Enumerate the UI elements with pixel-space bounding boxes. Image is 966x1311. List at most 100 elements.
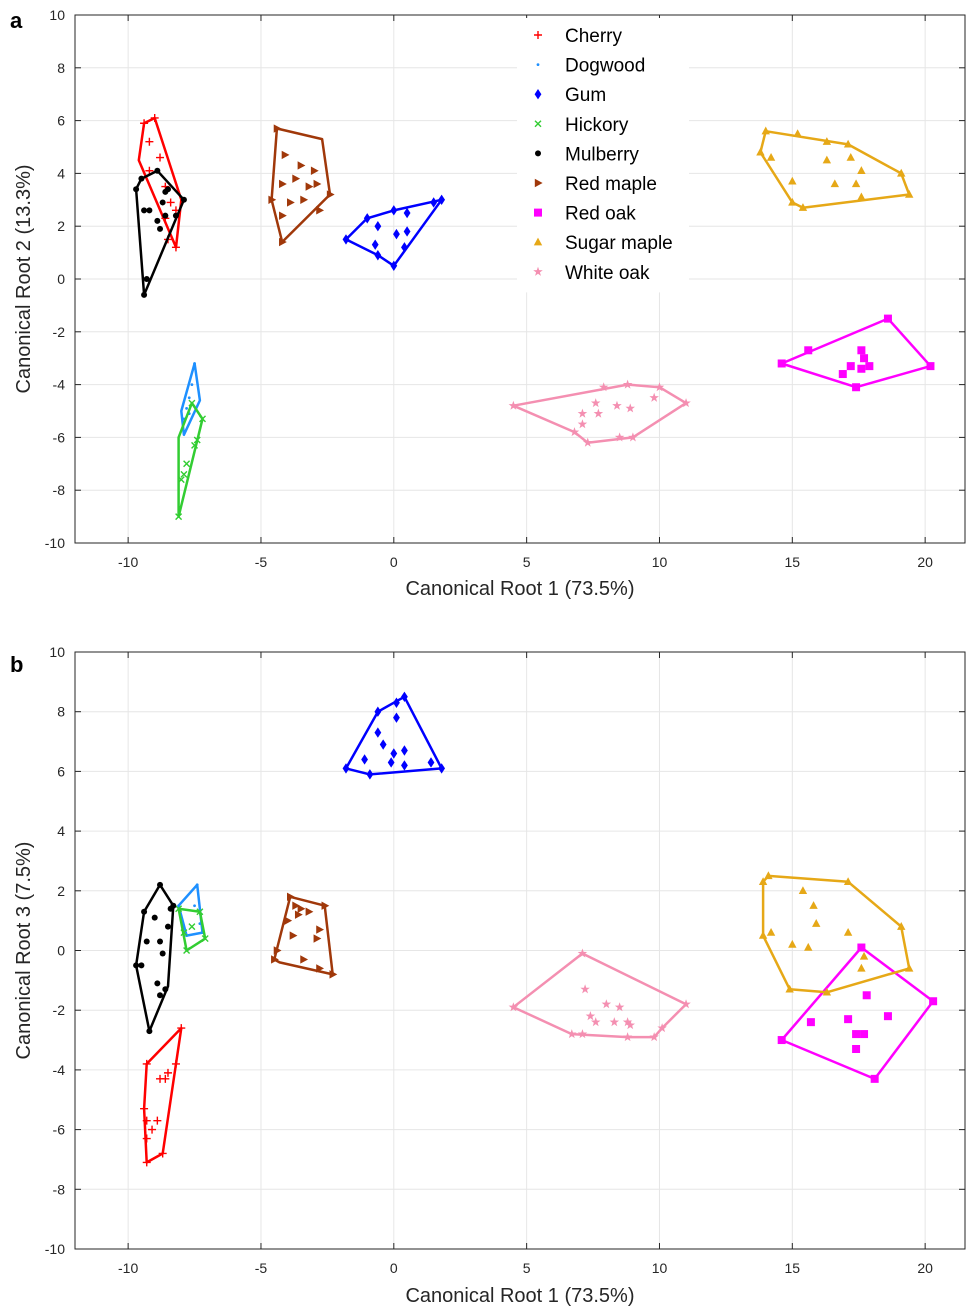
point-hickory <box>183 947 191 954</box>
point-gum <box>342 234 350 245</box>
point-mulberry <box>170 902 177 909</box>
point-mulberry <box>162 986 169 993</box>
point-red-oak <box>862 991 871 1000</box>
y-tick-label: -8 <box>53 482 66 498</box>
point-cherry <box>150 113 159 122</box>
hull-red-maple <box>273 895 334 976</box>
point-mulberry <box>146 1028 153 1035</box>
point-gum <box>366 769 374 780</box>
point-sugar-maple <box>859 951 869 960</box>
legend-marker-red-maple <box>534 178 543 188</box>
series-hickory <box>175 905 209 954</box>
point-gum <box>427 757 435 768</box>
y-tick-label: -8 <box>53 1181 66 1197</box>
legend-label: Gum <box>565 85 606 106</box>
hull-red-maple <box>270 127 332 244</box>
point-red-maple <box>305 182 314 191</box>
series-gum <box>342 691 446 780</box>
point-red-oak <box>926 362 935 371</box>
point-red-maple <box>316 964 325 973</box>
point-red-maple <box>313 934 322 943</box>
point-sugar-maple <box>843 139 853 148</box>
legend-marker-gum <box>534 89 542 100</box>
legend-box <box>517 18 689 293</box>
x-tick-label: 5 <box>523 1260 531 1276</box>
series-mulberry <box>133 167 187 298</box>
y-tick-label: -2 <box>53 1002 66 1018</box>
point-cherry <box>177 1024 186 1033</box>
series-white-oak <box>508 379 691 447</box>
y-tick-label: 8 <box>57 60 65 76</box>
point-white-oak <box>577 948 588 958</box>
y-tick-label: -6 <box>53 429 66 445</box>
point-gum <box>374 727 382 738</box>
x-tick-label: 20 <box>917 554 933 570</box>
point-red-oak <box>883 314 892 323</box>
point-white-oak <box>625 1020 636 1030</box>
x-tick-label: 0 <box>390 1260 398 1276</box>
point-white-oak <box>508 1002 519 1012</box>
point-red-maple <box>316 925 325 934</box>
point-gum <box>393 228 400 240</box>
legend-item-sugar-maple: Sugar maple <box>533 233 673 254</box>
point-red-maple <box>316 206 325 215</box>
point-gum <box>390 748 398 759</box>
point-cherry <box>171 1059 180 1068</box>
point-red-oak <box>860 1030 869 1039</box>
point-dogwood <box>195 883 199 887</box>
y-tick-label: -2 <box>53 324 66 340</box>
point-sugar-maple <box>788 197 797 206</box>
point-gum <box>374 221 382 232</box>
legend-label: Red maple <box>565 174 657 195</box>
point-cherry <box>156 153 165 162</box>
point-sugar-maple <box>804 942 813 951</box>
x-tick-label: -5 <box>255 1260 268 1276</box>
legend-marker-mulberry <box>535 150 541 157</box>
point-cherry <box>140 1104 149 1113</box>
series-cherry <box>140 1024 186 1167</box>
x-tick-label: 10 <box>652 1260 668 1276</box>
point-mulberry <box>157 938 164 945</box>
point-white-oak <box>508 400 519 410</box>
point-white-oak <box>609 1017 620 1027</box>
point-mulberry <box>146 207 153 214</box>
point-hickory <box>201 935 209 943</box>
y-tick-label: -10 <box>45 535 65 551</box>
y-tick-label: 0 <box>57 271 65 287</box>
point-mulberry <box>143 938 150 945</box>
point-cherry <box>140 119 149 128</box>
point-gum <box>401 745 408 756</box>
point-white-oak <box>625 403 636 413</box>
legend-marker-red-oak <box>534 208 542 217</box>
point-white-oak <box>654 382 665 392</box>
point-gum <box>403 207 411 219</box>
legend-item-mulberry: Mulberry <box>535 144 639 165</box>
point-red-maple <box>300 195 309 204</box>
point-white-oak <box>569 427 580 437</box>
series-red-maple <box>271 892 338 979</box>
point-white-oak <box>614 432 625 442</box>
legend-item-hickory: Hickory <box>534 115 629 136</box>
legend: Cherry Dogwood Gum Hickory Mulberry Red maple… <box>517 18 689 293</box>
point-red-oak <box>870 1074 879 1083</box>
panel-a: -10 -5 0 5 10 15 20 -10 -8 -6 -4 -2 0 2 4 6 8 10 Canonical… <box>10 7 966 600</box>
point-gum <box>379 739 387 750</box>
series-gum <box>342 194 446 271</box>
point-hickory <box>191 441 199 449</box>
point-mulberry <box>141 908 148 915</box>
legend-label: Cherry <box>565 26 623 47</box>
hull-dogwood <box>180 362 202 437</box>
point-red-maple <box>289 931 298 940</box>
legend-item-cherry: Cherry <box>534 26 623 47</box>
point-sugar-maple <box>857 166 866 174</box>
y-tick-label: 6 <box>57 763 65 779</box>
point-red-maple <box>297 161 306 170</box>
point-red-oak <box>852 1045 861 1054</box>
point-hickory <box>180 929 188 937</box>
point-gum <box>438 763 446 774</box>
point-red-maple <box>292 174 301 183</box>
point-red-maple <box>273 946 282 955</box>
point-gum <box>374 250 382 261</box>
point-cherry <box>158 1149 167 1158</box>
point-red-maple <box>305 907 314 916</box>
